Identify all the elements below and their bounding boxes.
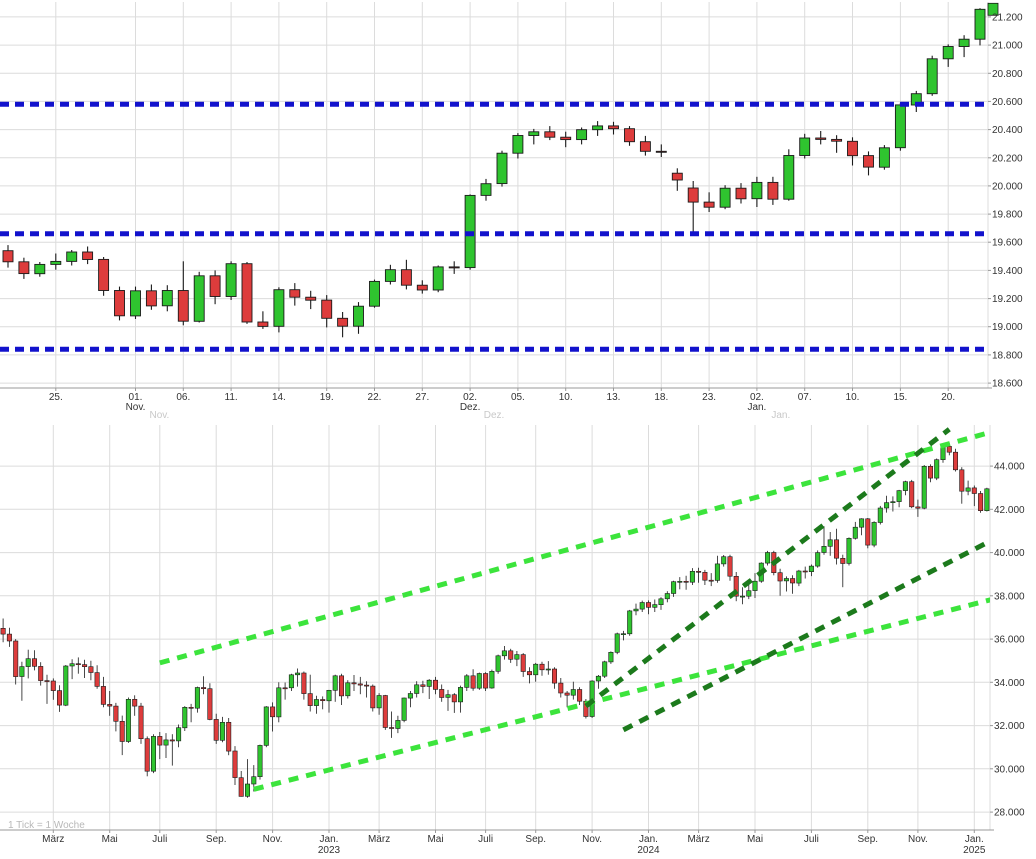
trend-channel-lines: [159, 427, 990, 792]
svg-text:Juli: Juli: [804, 834, 819, 845]
svg-text:20.200: 20.200: [992, 153, 1023, 164]
svg-text:20.: 20.: [941, 392, 955, 403]
svg-text:38.000: 38.000: [994, 591, 1025, 602]
svg-text:Sep.: Sep.: [858, 834, 879, 845]
svg-text:Jan.: Jan.: [771, 410, 790, 419]
svg-text:Jan.: Jan.: [320, 834, 339, 845]
svg-text:Mai: Mai: [427, 834, 443, 845]
svg-text:19.400: 19.400: [992, 266, 1023, 277]
svg-text:44.000: 44.000: [994, 462, 1025, 473]
svg-text:Jan.: Jan.: [747, 402, 766, 413]
x-gridlines: [52, 425, 991, 830]
svg-text:Dez.: Dez.: [460, 402, 481, 413]
svg-text:Nov.: Nov.: [263, 834, 283, 845]
svg-text:Mai: Mai: [102, 834, 118, 845]
svg-text:10.: 10.: [559, 392, 573, 403]
svg-text:42.000: 42.000: [994, 505, 1025, 516]
y-gridlines: [0, 16, 988, 384]
weekly-candlestick-chart[interactable]: März Mai Juli Sep. Nov. Jan. März Mai Juli Sep. No…: [0, 419, 1036, 859]
x-gridlines: [55, 2, 989, 388]
svg-text:05.: 05.: [511, 392, 525, 403]
svg-text:März: März: [368, 834, 390, 845]
svg-text:21.200: 21.200: [992, 12, 1023, 23]
svg-text:Sep.: Sep.: [206, 834, 227, 845]
svg-text:19.: 19.: [320, 392, 334, 403]
svg-text:Mai: Mai: [747, 834, 763, 845]
svg-text:27.: 27.: [415, 392, 429, 403]
svg-text:19.000: 19.000: [992, 322, 1023, 333]
svg-text:Sep.: Sep.: [525, 834, 546, 845]
svg-text:Nov.: Nov.: [582, 834, 602, 845]
svg-text:2024: 2024: [637, 845, 660, 856]
svg-text:28.000: 28.000: [994, 808, 1025, 819]
svg-text:07.: 07.: [798, 392, 812, 403]
svg-text:11.: 11.: [225, 392, 238, 403]
svg-text:Nov.: Nov.: [908, 834, 928, 845]
svg-text:02.: 02.: [750, 392, 764, 403]
svg-text:02.: 02.: [463, 392, 477, 403]
svg-text:Nov.: Nov.: [126, 402, 146, 413]
svg-text:2025: 2025: [963, 845, 986, 856]
svg-text:20.400: 20.400: [992, 125, 1023, 136]
svg-text:06.: 06.: [176, 392, 190, 403]
svg-text:19.200: 19.200: [992, 294, 1023, 305]
daily-candlestick-chart[interactable]: 25. 01. 06. 11. 14. 19. 22. 27. 02. 05. 10. 13. 18. 2…: [0, 0, 1036, 419]
svg-text:22.: 22.: [368, 392, 382, 403]
svg-text:25.: 25.: [49, 392, 63, 403]
svg-text:20.600: 20.600: [992, 97, 1023, 108]
candles: [2, 8, 986, 338]
x-axis: 25. 01. 06. 11. 14. 19. 22. 27. 02. 05. 10. 13. 18. 2…: [0, 387, 992, 419]
x-axis: März Mai Juli Sep. Nov. Jan. März Mai Juli Sep. No…: [0, 829, 994, 856]
svg-text:14.: 14.: [272, 392, 286, 403]
svg-text:2023: 2023: [318, 845, 341, 856]
svg-text:Juli: Juli: [478, 834, 493, 845]
svg-text:34.000: 34.000: [994, 678, 1025, 689]
svg-text:Nov.: Nov.: [149, 410, 169, 419]
svg-text:15.: 15.: [893, 392, 907, 403]
svg-text:40.000: 40.000: [994, 548, 1025, 559]
candles: [0, 442, 990, 798]
svg-text:13.: 13.: [607, 392, 621, 403]
svg-text:18.: 18.: [654, 392, 668, 403]
svg-text:23.: 23.: [702, 392, 716, 403]
svg-text:32.000: 32.000: [994, 721, 1025, 732]
svg-text:36.000: 36.000: [994, 635, 1025, 646]
svg-text:Jan.: Jan.: [639, 834, 658, 845]
y-gridlines: [0, 465, 990, 813]
svg-text:18.600: 18.600: [992, 379, 1023, 390]
svg-text:19.800: 19.800: [992, 210, 1023, 221]
svg-text:Dez.: Dez.: [484, 410, 505, 419]
svg-text:30.000: 30.000: [994, 764, 1025, 775]
svg-text:Juli: Juli: [152, 834, 167, 845]
svg-text:März: März: [687, 834, 709, 845]
svg-text:21.000: 21.000: [992, 41, 1023, 52]
svg-text:18.800: 18.800: [992, 350, 1023, 361]
tick-interval-note: 1 Tick = 1 Woche: [8, 820, 85, 831]
y-axis: 21.200 21.000 20.800 20.600 20.400 20.200 20.0…: [988, 12, 1023, 390]
y-axis: 44.000 42.000 40.000 38.000 36.000 34.000 32.0…: [990, 462, 1025, 819]
svg-text:März: März: [42, 834, 64, 845]
svg-text:19.600: 19.600: [992, 238, 1023, 249]
svg-text:10.: 10.: [846, 392, 860, 403]
svg-text:Jan.: Jan.: [965, 834, 984, 845]
svg-text:20.000: 20.000: [992, 181, 1023, 192]
last-price-marker: [987, 2, 999, 16]
svg-text:01.: 01.: [129, 392, 143, 403]
svg-text:20.800: 20.800: [992, 69, 1023, 80]
